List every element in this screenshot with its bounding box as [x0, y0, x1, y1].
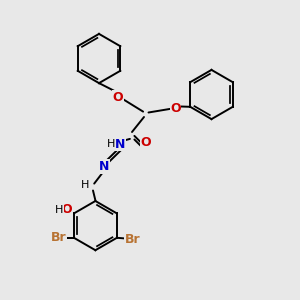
Text: Br: Br [51, 231, 66, 244]
Text: N: N [115, 137, 125, 151]
Text: H: H [106, 139, 115, 149]
Text: N: N [99, 160, 110, 173]
Text: O: O [61, 203, 72, 216]
Text: O: O [112, 91, 123, 104]
Text: Br: Br [124, 233, 140, 246]
Text: O: O [170, 101, 181, 115]
Text: H: H [80, 180, 89, 190]
Text: H: H [55, 205, 63, 215]
Text: O: O [140, 136, 151, 149]
